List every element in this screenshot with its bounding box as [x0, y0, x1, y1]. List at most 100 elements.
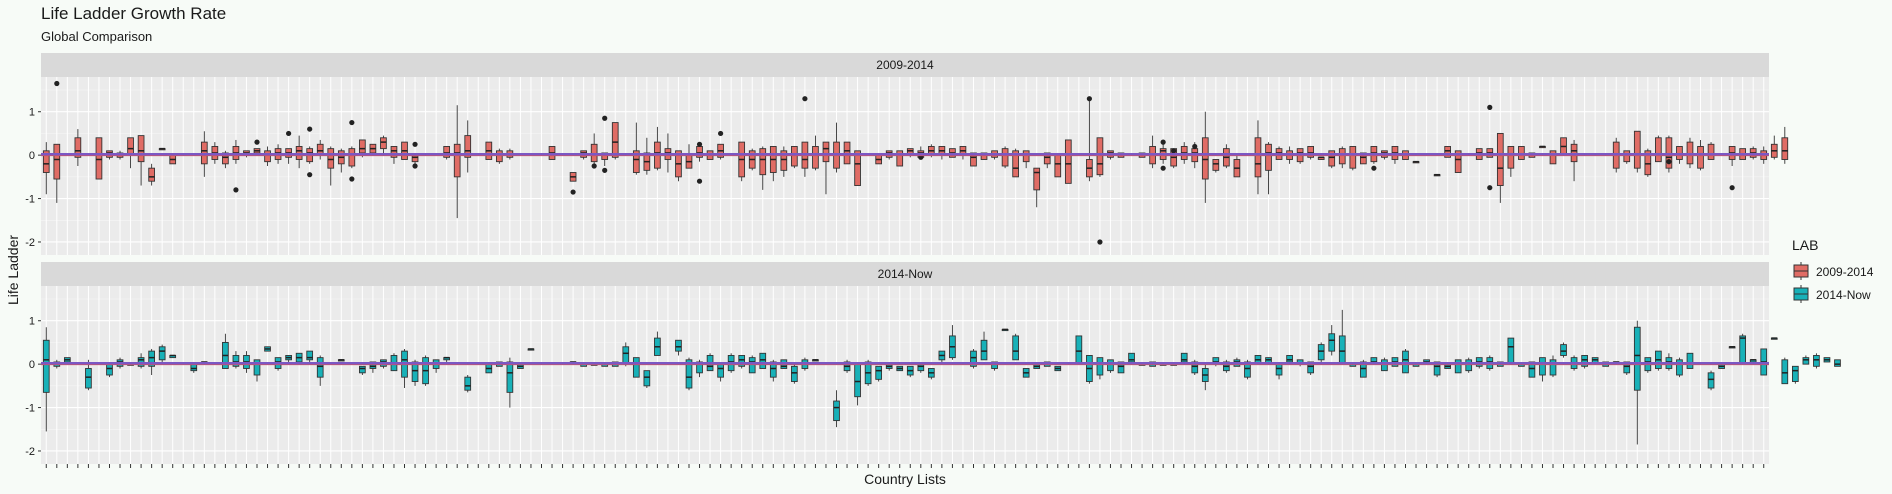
box-body: [1707, 143, 1715, 160]
box-2009-2014-163: [1749, 146, 1757, 160]
box-2014-now-92: [1001, 328, 1009, 332]
box-body: [833, 400, 840, 422]
box-2009-2014-134: [1444, 146, 1451, 158]
y-axis-label: Life Ladder: [5, 235, 21, 305]
box-2009-2014-57: [632, 122, 640, 175]
box-2014-now-168: [1802, 355, 1810, 365]
box-2009-2014-155: [1665, 135, 1673, 173]
box-body: [1402, 350, 1409, 374]
box-body: [1539, 357, 1546, 376]
box-2009-2014-93: [1012, 148, 1019, 178]
box-2009-2014-98: [1064, 139, 1072, 184]
box-body: [1496, 132, 1504, 186]
box-2014-now-62: [685, 357, 693, 391]
box-body: [1075, 335, 1083, 365]
box-body: [1286, 355, 1293, 363]
box-2009-2014-36: [411, 141, 419, 169]
x-axis-ticks: [45, 464, 1765, 468]
box-2009-2014-139: [1496, 132, 1504, 203]
box-body: [1359, 361, 1367, 378]
box-2014-now-19: [232, 351, 240, 369]
box-2014-now-163: [1749, 359, 1757, 363]
box-body: [1791, 365, 1799, 382]
box-body: [506, 361, 514, 393]
box-outlier: [1171, 148, 1177, 154]
box-2014-now-100: [1086, 355, 1093, 384]
box-2014-now-90: [980, 331, 988, 361]
box-body: [1265, 143, 1272, 171]
box-2014-now-11: [148, 348, 155, 375]
box-2009-2014-25: [295, 135, 303, 169]
box-body: [1549, 150, 1557, 165]
box-outlier: [1729, 185, 1735, 191]
panel-strip-2014-now: [41, 262, 1769, 286]
box-body: [1676, 359, 1683, 376]
box-body: [1212, 159, 1220, 171]
box-2009-2014-145: [1560, 137, 1567, 156]
box-body: [1781, 137, 1789, 160]
box-body: [1454, 150, 1462, 173]
box-2009-2014-112: [1212, 159, 1220, 173]
box-2014-now-159: [1707, 370, 1715, 391]
box-2014-now-170: [1823, 357, 1831, 363]
box-body: [127, 137, 134, 156]
box-body: [1012, 335, 1019, 361]
y-tick-label: 0: [29, 150, 35, 162]
box-body: [200, 141, 208, 165]
box-outlier: [602, 167, 608, 173]
box-2014-now-153: [1644, 357, 1652, 373]
box-2009-2014-70: [769, 146, 777, 182]
box-body: [601, 152, 609, 160]
box-body: [1454, 359, 1462, 374]
box-body: [675, 339, 682, 352]
box-body: [1781, 359, 1789, 385]
box-2009-2014-34: [390, 146, 398, 164]
box-2014-now-154: [1655, 350, 1662, 371]
box-2009-2014-121: [1307, 146, 1315, 160]
box-body: [1433, 361, 1441, 376]
box-2009-2014-11: [148, 163, 155, 186]
box-body: [632, 357, 640, 378]
box-body: [980, 152, 988, 160]
box-body: [696, 361, 703, 374]
box-2014-now-167: [1791, 365, 1799, 384]
box-2009-2014-18: [222, 150, 229, 169]
box-body: [411, 361, 419, 382]
box-outlier: [54, 80, 60, 87]
box-body: [1507, 146, 1515, 169]
legend-item-2009-2014: 2009-2014: [1793, 262, 1874, 280]
y-tick-label: 1: [29, 316, 35, 328]
box-2014-now-57: [632, 357, 640, 378]
box-2009-2014-96: [1043, 152, 1051, 169]
box-2009-2014-129: [1391, 146, 1399, 164]
box-2014-now-129: [1391, 357, 1399, 367]
box-2009-2014-21: [253, 139, 261, 156]
box-2014-now-22: [264, 346, 271, 352]
box-body: [1655, 137, 1662, 163]
box-2014-now-34: [390, 353, 398, 372]
box-body: [1128, 352, 1135, 363]
box-2009-2014-122: [1317, 156, 1325, 160]
box-2014-now-74: [812, 359, 819, 362]
box-2014-now-161: [1728, 346, 1736, 349]
box-body: [295, 146, 303, 160]
box-body: [53, 143, 61, 180]
box-body: [991, 361, 998, 369]
legend: LAB 2009-2014 2014-Now: [1792, 237, 1874, 303]
box-2014-now-67: [738, 355, 746, 369]
box-2014-now-72: [791, 364, 798, 384]
box-outlier: [696, 178, 703, 184]
box-body: [1813, 355, 1820, 367]
box-outlier: [1160, 139, 1166, 145]
box-2009-2014-75: [822, 141, 830, 195]
box-2014-now-135: [1454, 359, 1462, 374]
box-2014-now-136: [1465, 357, 1473, 373]
box-body: [1338, 335, 1346, 365]
box-2014-now-89: [970, 348, 977, 369]
box-2009-2014-159: [1707, 142, 1715, 160]
box-outlier: [349, 176, 355, 182]
box-2014-now-147: [1581, 355, 1588, 369]
box-body: [453, 143, 461, 178]
box-2009-2014-29: [337, 148, 345, 173]
